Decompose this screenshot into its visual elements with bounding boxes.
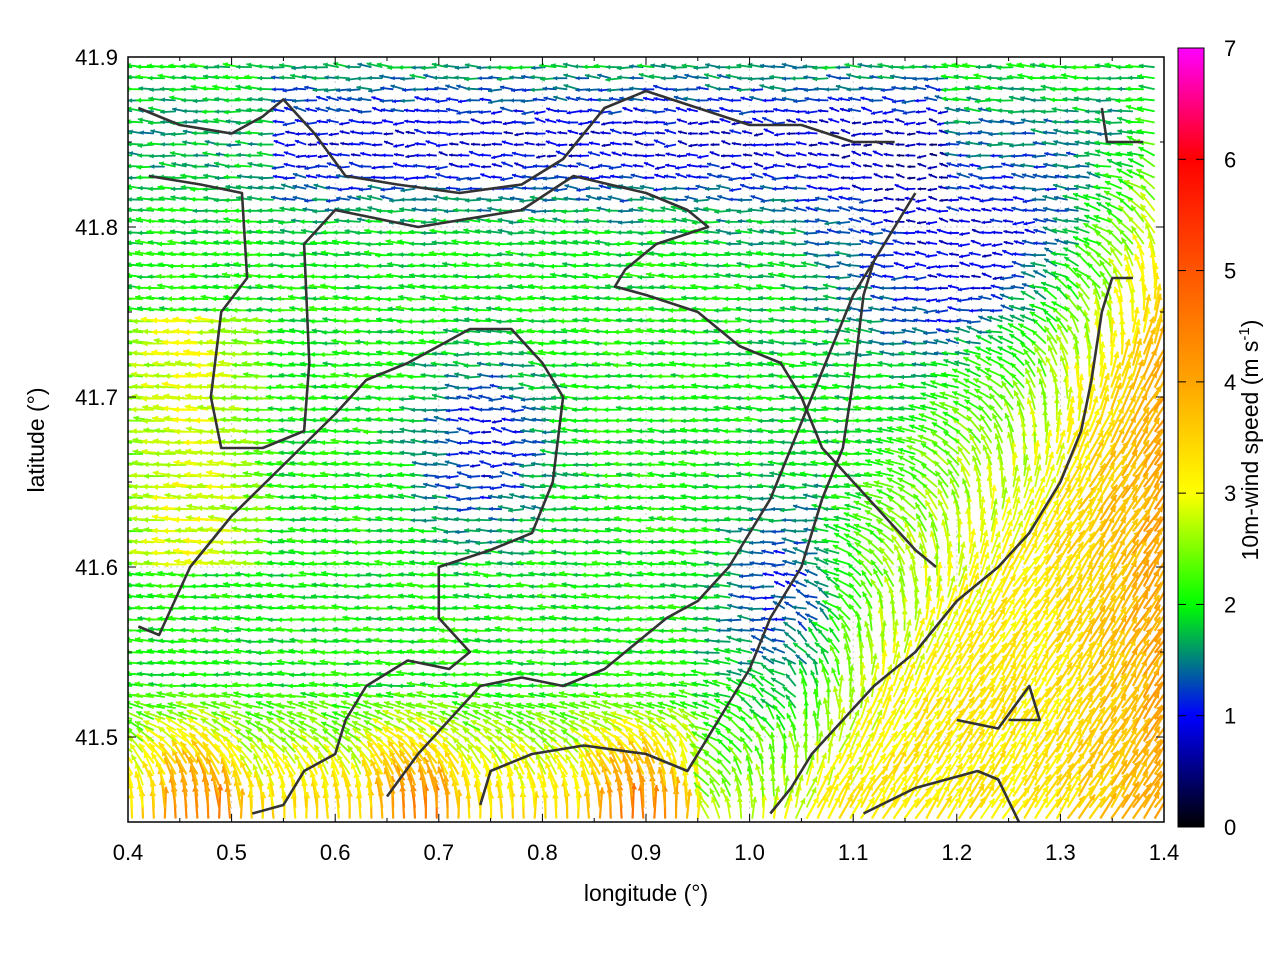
wind-chart: 0.4 0.5 0.6 0.7 0.8 0.9 1.0 1.1 1.2 1.3 1.4 41.541…: [0, 0, 1280, 960]
